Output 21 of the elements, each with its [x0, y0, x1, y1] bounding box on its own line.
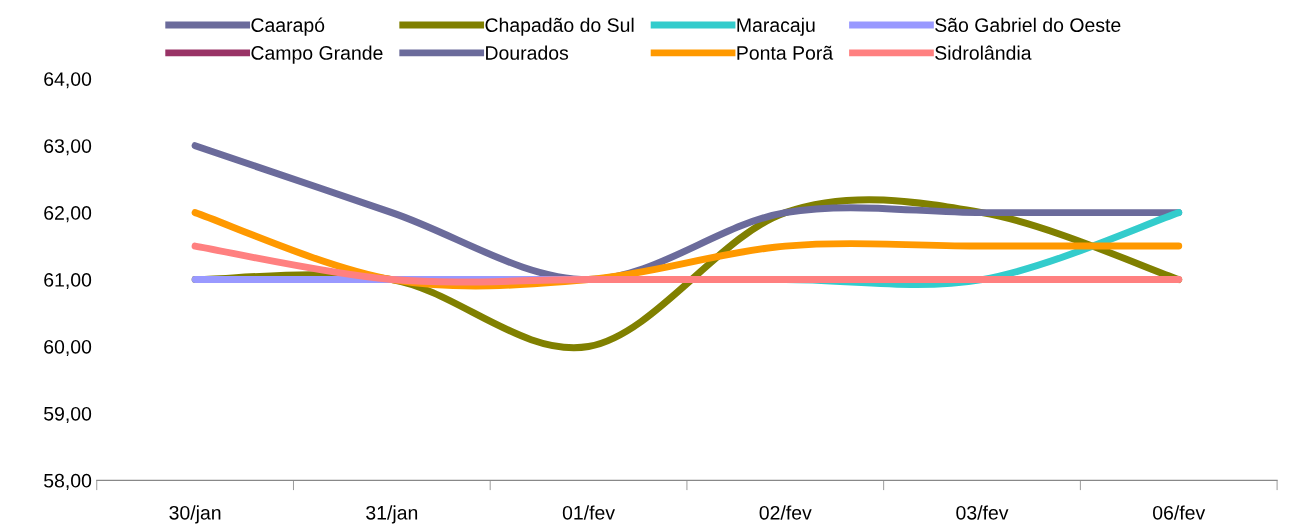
x-tick-label: 02/fev — [759, 505, 812, 520]
y-tick-label: 61,00 — [44, 273, 92, 290]
legend-label: Campo Grande — [251, 45, 383, 64]
legend-label: Chapadão do Sul — [485, 17, 634, 36]
y-tick-label: 62,00 — [44, 206, 92, 223]
legend-label: Maracaju — [737, 17, 815, 36]
y-tick-label: 60,00 — [44, 339, 92, 357]
x-tick-label: 30/jan — [169, 505, 221, 524]
y-tick-label: 59,00 — [44, 406, 92, 423]
legend-label: São Gabriel do Oeste — [935, 17, 1121, 33]
x-tick-label: 06/fev — [1153, 505, 1206, 520]
x-tick-label: 03/fev — [956, 505, 1009, 520]
y-tick-label: 64,00 — [44, 72, 92, 89]
legend-label: Sidrolândia — [935, 45, 1032, 60]
y-tick-label: 63,00 — [44, 139, 92, 156]
legend-label: Caarapó — [251, 17, 325, 36]
y-tick-label: 58,00 — [44, 473, 92, 490]
legend-label: Dourados — [486, 45, 569, 60]
x-tick-label: 01/fev — [562, 505, 615, 520]
legend-label: Ponta Porã — [737, 45, 834, 60]
x-tick-label: 31/jan — [366, 505, 418, 524]
